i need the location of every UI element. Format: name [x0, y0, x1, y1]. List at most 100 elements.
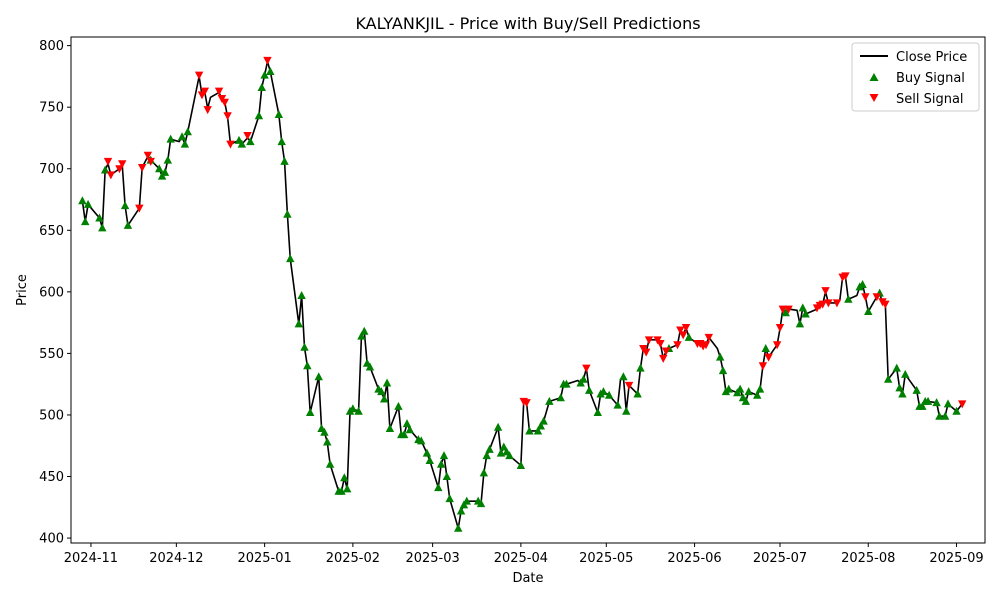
buy-signal-marker	[425, 456, 434, 465]
buy-signal-marker	[445, 494, 454, 503]
buy-signal-marker	[280, 156, 289, 165]
buy-signal-marker	[613, 400, 622, 409]
y-tick-label: 500	[39, 408, 64, 423]
buy-signal-marker	[300, 342, 309, 351]
buy-signal-marker	[180, 139, 190, 148]
x-tick-label: 2025-03	[405, 551, 459, 566]
sell-signal-marker	[821, 287, 830, 296]
buy-signal-marker	[274, 110, 284, 119]
x-tick-label: 2025-01	[237, 551, 291, 566]
buy-signal-marker	[940, 411, 950, 420]
buy-signal-marker	[246, 137, 255, 146]
y-tick-label: 800	[39, 39, 64, 54]
sell-signal-marker	[200, 87, 210, 96]
sell-signal-marker	[778, 305, 788, 314]
buy-signal-marker	[599, 387, 608, 396]
sell-signal-marker	[775, 324, 785, 333]
legend: Close Price Buy Signal Sell Signal	[851, 42, 980, 112]
buy-signal-marker	[562, 379, 571, 388]
sell-signal-marker	[676, 326, 685, 335]
x-tick-label: 2025-05	[579, 551, 633, 566]
legend-box	[851, 42, 980, 112]
y-axis: 400 450 500 550 600 650 700 750 800	[39, 39, 71, 547]
y-tick-label: 700	[39, 162, 64, 177]
buy-signal-marker	[844, 294, 853, 303]
buy-signal-marker	[556, 393, 565, 402]
y-tick-label: 450	[39, 470, 64, 485]
buy-signal-marker	[744, 387, 753, 396]
sell-signal-marker	[958, 400, 967, 409]
buy-signal-marker	[385, 424, 395, 433]
y-tick-label: 650	[39, 224, 64, 239]
sell-signal-marker	[203, 106, 212, 115]
buy-signal-marker	[454, 523, 463, 532]
buy-signal-marker	[636, 363, 645, 372]
y-axis-title: Price	[15, 274, 30, 306]
buy-signal-marker	[155, 164, 164, 173]
buy-signal-marker	[422, 448, 432, 457]
buy-signal-marker	[883, 374, 893, 383]
buy-signal-marker	[864, 307, 873, 316]
sell-signal-marker	[824, 299, 833, 308]
buy-signal-marker	[183, 127, 192, 136]
buy-signal-marker	[78, 196, 87, 205]
buy-signal-marker	[95, 213, 104, 222]
buy-signal-marker	[436, 459, 446, 468]
sell-signal-markers	[103, 56, 967, 409]
sell-signal-marker	[263, 56, 272, 65]
sell-signal-marker	[701, 341, 711, 350]
buy-signal-marker	[462, 496, 471, 505]
buy-signal-marker	[533, 426, 543, 435]
buy-signal-marker	[622, 406, 631, 415]
x-axis-title: Date	[512, 571, 543, 586]
buy-signal-marker	[439, 451, 449, 460]
buy-signal-marker	[895, 383, 904, 392]
buy-signal-marker	[360, 326, 369, 335]
buy-signal-marker	[781, 308, 790, 317]
buy-signal-marker	[394, 401, 403, 410]
buy-signal-marker	[604, 390, 614, 399]
sell-signal-marker	[656, 340, 665, 349]
buy-signal-marker	[320, 427, 329, 436]
buy-signal-marker	[753, 390, 762, 399]
buy-signal-marker	[357, 331, 366, 340]
plot-area	[70, 36, 986, 544]
sell-signal-marker	[103, 157, 113, 166]
buy-signal-marker	[536, 421, 546, 430]
buy-signal-markers	[78, 66, 961, 532]
buy-signal-marker	[98, 223, 107, 232]
sell-signal-marker	[704, 333, 714, 342]
buy-signal-marker	[382, 378, 392, 387]
buy-signal-marker	[83, 199, 93, 208]
buy-signal-marker	[305, 407, 315, 416]
buy-signal-marker	[718, 366, 728, 375]
sell-signal-marker	[818, 300, 827, 309]
sell-signal-marker	[659, 354, 668, 363]
legend-buy-swatch	[869, 73, 879, 81]
buy-signal-marker	[585, 385, 594, 394]
buy-signal-marker	[619, 372, 628, 381]
buy-signal-marker	[314, 372, 323, 381]
x-tick-label: 2024-12	[149, 551, 203, 566]
legend-label-buy: Buy Signal	[896, 71, 965, 86]
buy-signal-marker	[297, 291, 306, 300]
buy-signal-marker	[340, 473, 349, 482]
sell-signal-marker	[146, 157, 155, 166]
y-tick-label: 600	[39, 285, 64, 300]
legend-label-close: Close Price	[896, 50, 967, 65]
sell-signal-marker	[841, 272, 850, 281]
buy-signal-marker	[892, 363, 901, 372]
x-tick-label: 2024-11	[64, 551, 118, 566]
buy-signal-marker	[579, 374, 588, 383]
y-tick-label: 400	[39, 532, 64, 547]
sell-signal-marker	[881, 300, 890, 309]
legend-sell-swatch	[869, 94, 879, 102]
buy-signal-marker	[354, 406, 363, 415]
sell-signal-marker	[194, 71, 204, 80]
buy-signal-marker	[417, 436, 426, 445]
x-tick-label: 2025-02	[326, 551, 380, 566]
buy-signal-marker	[724, 384, 733, 393]
buy-signal-marker	[237, 139, 247, 148]
buy-signal-marker	[377, 387, 386, 396]
